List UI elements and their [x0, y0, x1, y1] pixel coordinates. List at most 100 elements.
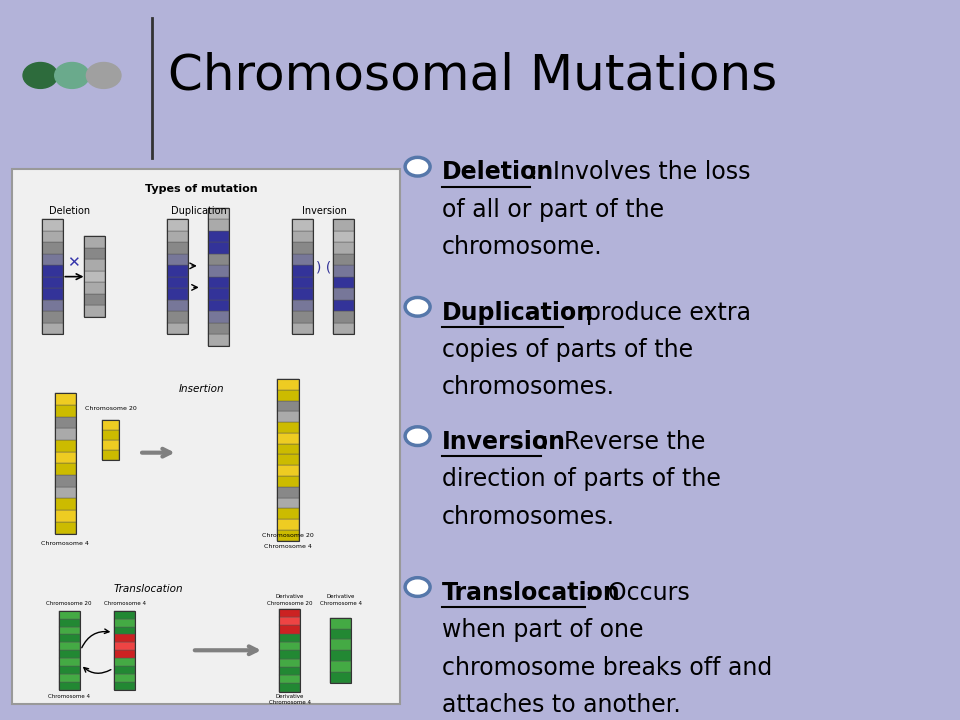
Text: Chromosome 4: Chromosome 4 — [320, 601, 362, 606]
Bar — [208, 334, 229, 346]
Text: Duplication: Duplication — [171, 205, 227, 215]
Bar — [277, 422, 299, 433]
Bar — [292, 288, 313, 300]
Bar — [292, 242, 313, 253]
Bar — [102, 420, 119, 459]
Bar — [277, 530, 299, 541]
FancyBboxPatch shape — [12, 169, 400, 704]
Bar — [42, 219, 63, 334]
Circle shape — [23, 63, 58, 89]
Bar — [59, 650, 80, 658]
Text: chromosome breaks off and: chromosome breaks off and — [442, 655, 772, 680]
Text: Chromosome 20: Chromosome 20 — [46, 601, 92, 606]
Bar — [279, 634, 300, 642]
Text: Derivative: Derivative — [326, 594, 355, 599]
Bar — [102, 449, 119, 459]
Bar — [292, 276, 313, 288]
Bar — [292, 219, 313, 230]
Bar — [114, 642, 135, 650]
Bar — [59, 682, 80, 690]
Bar — [167, 219, 188, 334]
Text: copies of parts of the: copies of parts of the — [442, 338, 693, 362]
Bar — [208, 230, 229, 242]
Bar — [167, 242, 188, 253]
Bar — [208, 207, 229, 346]
Bar — [42, 323, 63, 334]
Bar — [84, 236, 105, 248]
Bar — [42, 265, 63, 276]
Bar — [277, 476, 299, 487]
Bar — [167, 265, 188, 276]
Circle shape — [405, 427, 430, 446]
Bar — [330, 650, 351, 661]
Bar — [59, 634, 80, 642]
Bar — [84, 271, 105, 282]
Bar — [208, 323, 229, 334]
Text: Inversion: Inversion — [302, 205, 347, 215]
Bar — [279, 675, 300, 683]
Bar — [208, 311, 229, 323]
FancyArrowPatch shape — [82, 629, 109, 648]
Text: attaches to another.: attaches to another. — [442, 693, 681, 717]
Text: Deletion: Deletion — [442, 161, 554, 184]
Bar — [42, 276, 63, 288]
Text: :  Occurs: : Occurs — [586, 581, 690, 605]
Bar — [55, 451, 76, 464]
Bar — [208, 300, 229, 311]
Bar — [277, 379, 299, 390]
Bar — [55, 405, 76, 417]
Bar — [333, 288, 354, 300]
Bar — [114, 658, 135, 666]
Bar — [330, 672, 351, 683]
Bar — [55, 393, 76, 405]
Bar — [279, 617, 300, 626]
Bar — [84, 248, 105, 259]
Bar — [114, 674, 135, 682]
Circle shape — [405, 577, 430, 596]
Bar — [333, 323, 354, 334]
Bar — [55, 417, 76, 428]
Bar — [277, 411, 299, 422]
Bar — [279, 609, 300, 692]
Bar — [55, 498, 76, 510]
Bar — [59, 618, 80, 626]
Bar — [167, 230, 188, 242]
Bar — [114, 650, 135, 658]
Text: when part of one: when part of one — [442, 618, 643, 642]
Bar — [208, 207, 229, 219]
Bar — [114, 682, 135, 690]
Bar — [292, 311, 313, 323]
Bar — [208, 288, 229, 300]
Bar — [208, 219, 229, 230]
Bar — [84, 305, 105, 317]
Text: Translocation: Translocation — [442, 581, 620, 605]
Bar — [277, 508, 299, 519]
Circle shape — [405, 297, 430, 316]
Text: Insertion: Insertion — [179, 384, 225, 395]
Bar — [292, 253, 313, 265]
Bar — [330, 661, 351, 672]
Bar — [114, 611, 135, 690]
Bar — [330, 618, 351, 629]
Text: Types of mutation: Types of mutation — [145, 184, 258, 194]
Bar — [42, 253, 63, 265]
Text: :  Reverse the: : Reverse the — [541, 430, 706, 454]
Bar — [59, 626, 80, 634]
Circle shape — [86, 63, 121, 89]
Bar — [330, 639, 351, 650]
Text: :  produce extra: : produce extra — [563, 300, 751, 325]
Bar — [55, 510, 76, 522]
Text: Deletion: Deletion — [49, 205, 89, 215]
Text: chromosomes.: chromosomes. — [442, 505, 614, 528]
Text: ) (: ) ( — [316, 261, 331, 274]
Bar — [84, 236, 105, 317]
Bar — [55, 475, 76, 487]
Text: Chromosome 20: Chromosome 20 — [267, 601, 313, 606]
Bar — [42, 311, 63, 323]
Bar — [59, 611, 80, 618]
Text: Chromosome 4: Chromosome 4 — [48, 695, 90, 699]
Bar — [208, 253, 229, 265]
Bar — [167, 253, 188, 265]
Bar — [277, 498, 299, 508]
Bar — [114, 611, 135, 618]
